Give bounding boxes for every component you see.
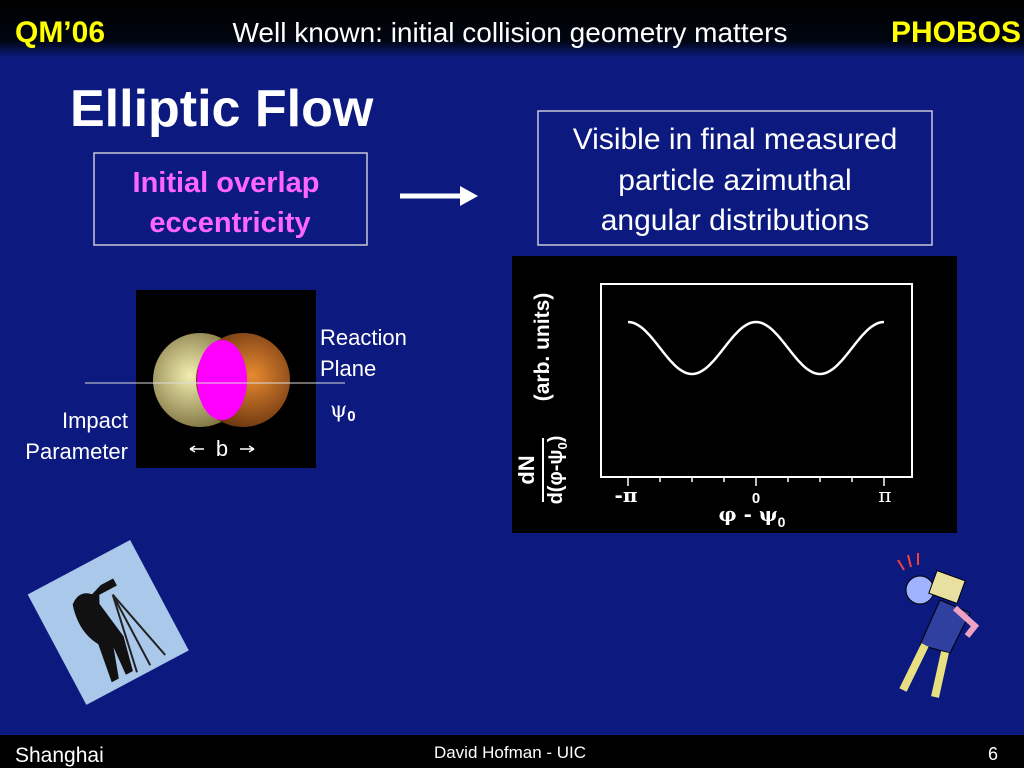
final-line: angular distributions [601,204,870,237]
x-axis-label-text: φ - ψ [719,502,778,526]
y-denominator-subscript: 0 [555,442,570,449]
header-left: QM’06 [15,16,105,49]
cos-curve [627,320,885,376]
footer-page: 6 [988,744,998,764]
y-denominator-close: ) [545,436,567,443]
impact-label: Parameter [25,439,128,464]
y-denominator-text: d(φ-ψ [545,449,567,504]
footer-left: Shanghai [15,744,104,767]
footer-center: David Hofman - UIC [434,743,586,762]
y-axis-label: dN d(φ-ψ0) (arb. units) [514,293,570,505]
x-tick-label: -π [615,483,638,507]
x-ticks [627,477,885,486]
x-tick-label: 0 [752,490,760,507]
b-arrows [189,445,255,453]
cartoon-flash [897,553,919,571]
psi-label: ψ0 [330,398,356,425]
header-right: PHOBOS [891,16,1021,49]
b-label: b [216,436,228,461]
header-band [0,0,1024,58]
cartoon-arm [952,605,980,638]
arrow-head [460,186,478,206]
cartoon-legs [899,643,949,698]
clipart-figure [72,578,133,683]
initial-line: Initial overlap [133,167,320,199]
photographer-clipart [27,540,189,705]
psi-subscript: 0 [347,408,355,425]
y-units: (arb. units) [531,293,554,402]
footer-band [0,735,1024,768]
x-axis-label: φ - ψ0 [719,502,786,530]
final-line: particle azimuthal [618,164,851,197]
header-title: Well known: initial collision geometry m… [232,17,787,48]
clipart-tripod [111,593,166,673]
initial-box [93,152,368,246]
y-denominator: d(φ-ψ0) [545,436,570,505]
initial-line: eccentricity [149,207,310,239]
impact-label: Impact [62,408,128,433]
overlap-region [197,340,247,420]
x-tick-label: π [878,483,891,507]
reaction-plane-label: Plane [320,356,376,381]
plot-panel [512,256,957,533]
y-numerator: dN [514,455,539,484]
x-axis-label-subscript: 0 [778,514,786,530]
cartoon-camera [928,569,966,605]
slide-title: Elliptic Flow [70,80,374,138]
cartoon-clipart [897,553,980,698]
psi-symbol: ψ [330,398,347,423]
reaction-plane-label: Reaction [320,325,407,350]
final-box [537,110,933,246]
final-line: Visible in final measured [573,123,898,156]
